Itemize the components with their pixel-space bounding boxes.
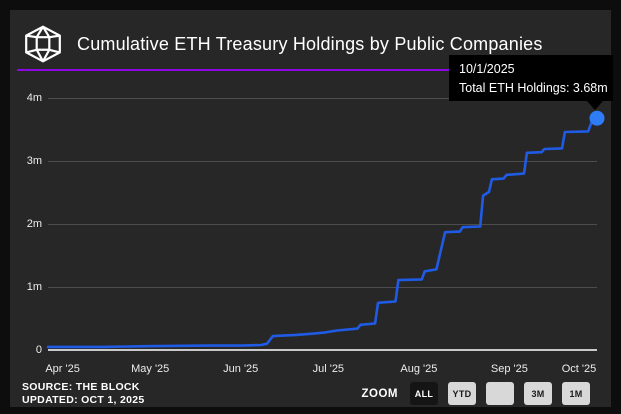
footer-source: SOURCE: THE BLOCK UPDATED: OCT 1, 2025 [22, 381, 145, 407]
y-axis-tick-label: 4m [26, 91, 42, 104]
x-axis-baseline [48, 349, 597, 351]
zoom-button-all[interactable]: ALL [410, 382, 438, 405]
accent-divider [17, 69, 604, 71]
x-axis-tick-label: Jul '25 [312, 363, 345, 375]
gridline [48, 160, 597, 162]
chart-header: Cumulative ETH Treasury Holdings by Publ… [22, 24, 543, 64]
y-axis-tick-label: 0 [35, 343, 42, 356]
gridline [48, 286, 597, 288]
zoom-button-3m[interactable]: 3M [524, 382, 552, 405]
chart-plot-area[interactable]: 4m 3m 2m 1m 0 Apr '25 May '25 Jun '25 Jul '25 Aug… [10, 10, 611, 407]
y-axis-tick-label: 1m [26, 280, 42, 293]
tooltip-caret-icon [587, 101, 603, 110]
zoom-button-ytd[interactable]: YTD [448, 382, 476, 405]
page-title: Cumulative ETH Treasury Holdings by Publ… [77, 33, 543, 54]
tooltip-date: 10/1/2025 [459, 62, 515, 76]
gridline [48, 97, 597, 99]
the-block-logo-icon [22, 24, 64, 64]
zoom-label: ZOOM [361, 387, 398, 400]
source-label: SOURCE: THE BLOCK [22, 381, 140, 393]
x-axis-tick-label: Sep '25 [490, 363, 528, 375]
tooltip-value: Total ETH Holdings: 3.68m [459, 81, 608, 95]
series-line-svg [46, 110, 605, 349]
x-axis-tick-label: Apr '25 [45, 363, 80, 375]
zoom-controls: ZOOM ALL YTD 3M 1M [361, 382, 590, 405]
chart-card: Cumulative ETH Treasury Holdings by Publ… [10, 10, 613, 407]
x-axis-tick-label: Jun '25 [223, 363, 259, 375]
y-axis-tick-label: 3m [26, 154, 42, 167]
updated-label: UPDATED: OCT 1, 2025 [22, 394, 145, 406]
gridline [48, 223, 597, 225]
x-axis-tick-label: Oct '25 [561, 363, 597, 375]
highlighted-point [589, 110, 605, 126]
tooltip: 10/1/2025 Total ETH Holdings: 3.68m [449, 55, 613, 101]
series-line [46, 116, 599, 349]
x-axis-tick-label: May '25 [131, 363, 170, 375]
x-axis-tick-label: Aug '25 [400, 363, 438, 375]
zoom-button-1m[interactable]: 1M [562, 382, 590, 405]
zoom-button-6m[interactable] [486, 382, 514, 405]
y-axis-tick-label: 2m [26, 217, 42, 230]
